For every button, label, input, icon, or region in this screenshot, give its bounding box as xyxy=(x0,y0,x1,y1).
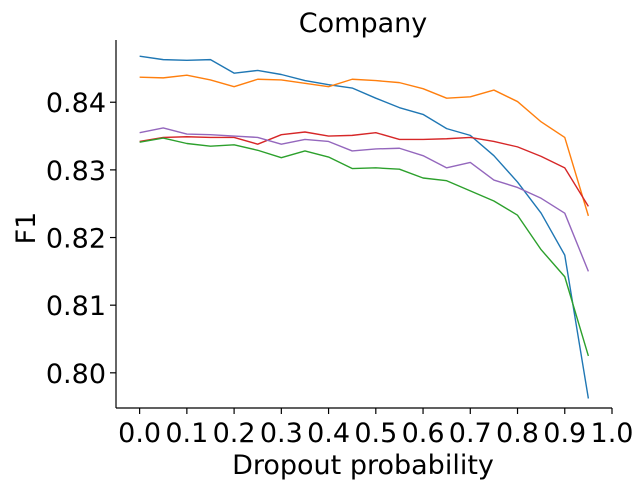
series-layer xyxy=(139,55,590,399)
series-line-3 xyxy=(139,131,589,207)
series-line-1 xyxy=(139,55,590,399)
x-ticks: 0.0 0.1 0.2 0.3 0.4 0.5 0.6 0.7 0.8 0.9 1.0 xyxy=(118,408,633,449)
y-tick-label: 0.82 xyxy=(46,224,106,255)
x-tick-label: 0.5 xyxy=(354,418,397,449)
x-tick-label: 0.0 xyxy=(118,418,161,449)
series-line-5 xyxy=(139,137,590,357)
x-tick-label: 0.7 xyxy=(449,418,492,449)
x-tick-label: 0.4 xyxy=(307,418,350,449)
series-line-2 xyxy=(139,74,590,217)
x-axis-label: Dropout probability xyxy=(232,450,494,481)
x-tick-label: 0.2 xyxy=(213,418,256,449)
y-tick-label: 0.80 xyxy=(46,359,106,390)
x-tick-label: 0.9 xyxy=(543,418,586,449)
y-tick-label: 0.83 xyxy=(46,156,106,187)
series-line-4 xyxy=(139,127,590,272)
x-tick-label: 0.3 xyxy=(260,418,303,449)
chart-title: Company xyxy=(299,8,427,39)
y-axis-label: F1 xyxy=(11,212,42,245)
y-tick-label: 0.81 xyxy=(46,291,106,322)
y-ticks: 0.80 0.81 0.82 0.83 0.84 xyxy=(46,88,116,390)
x-tick-label: 0.1 xyxy=(165,418,208,449)
x-tick-label: 0.6 xyxy=(402,418,445,449)
y-tick-label: 0.84 xyxy=(46,88,106,119)
x-tick-label: 1.0 xyxy=(591,418,634,449)
x-tick-label: 0.8 xyxy=(496,418,539,449)
